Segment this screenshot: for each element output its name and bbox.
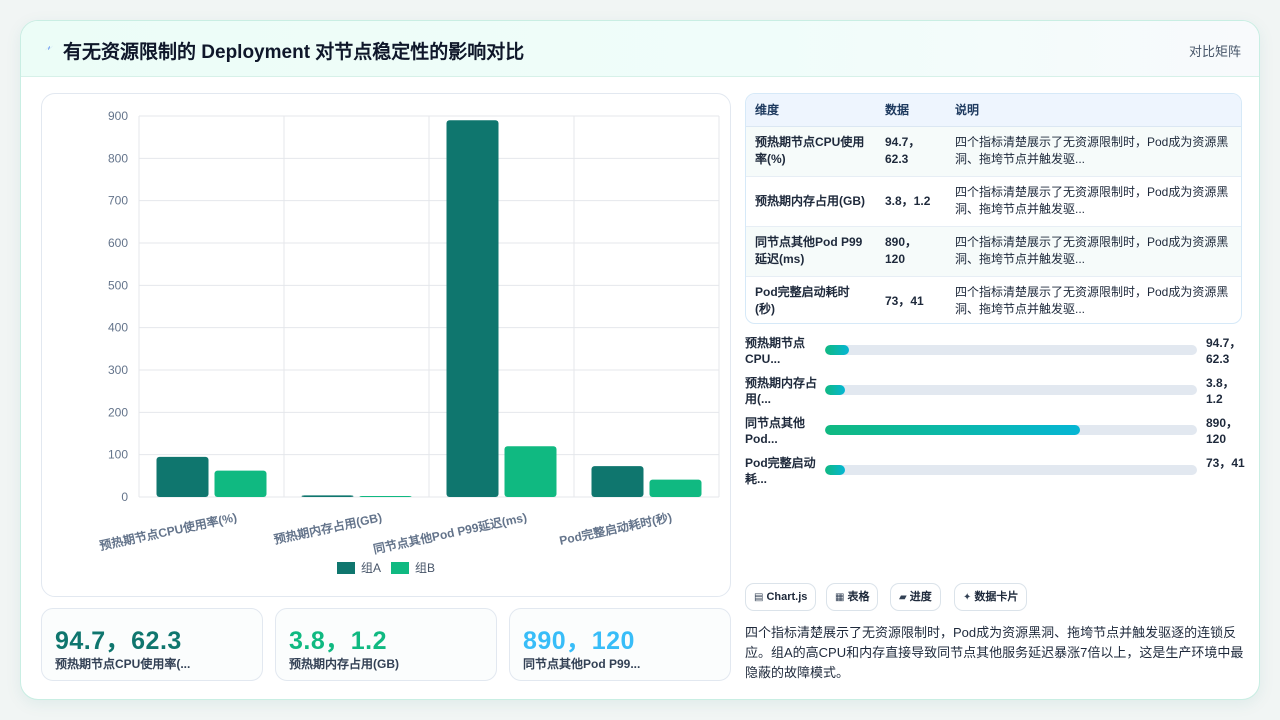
- main-card: 有无资源限制的 Deployment 对节点稳定性的影响对比 对比矩阵 900 8…: [20, 20, 1260, 700]
- x-tick-label: 预热期内存占用(GB): [272, 509, 383, 547]
- progress-item: 同节点其他Pod... 890，120: [745, 413, 1245, 449]
- kpi-card-cpu: 94.7，62.3 预热期节点CPU使用率(...: [41, 608, 263, 681]
- table-cell-description: 四个指标清楚展示了无资源限制时，Pod成为资源黑洞、拖垮节点并触发驱...: [955, 285, 1229, 317]
- bar: [504, 446, 557, 497]
- bar-chart-panel: 900 800 700 600 500 400 300 200 100 0 预热期节点CPU使用率(…: [41, 93, 731, 597]
- bar: [446, 120, 499, 497]
- bar-chart: 900 800 700 600 500 400 300 200 100 0 预热期节点CPU使用率(…: [98, 109, 720, 575]
- kpi-value: 890，120: [523, 627, 635, 655]
- legend-swatch: [391, 562, 409, 574]
- progress-item: 预热期内存占用(... 3.8，1.2: [745, 373, 1245, 409]
- summary-text: 四个指标清楚展示了无资源限制时，Pod成为资源黑洞、拖垮节点并触发驱逐的连锁反应…: [745, 625, 1244, 680]
- lightning-icon: [44, 45, 54, 51]
- comparison-table: 维度 数据 说明 预热期节点CPU使用率(%) 94.7，62.3 四个指标清楚…: [745, 93, 1242, 324]
- progress-track: [825, 465, 1197, 475]
- progress-track: [825, 425, 1197, 435]
- bar: [591, 466, 644, 497]
- kpi-card-memory: 3.8，1.2 预热期内存占用(GB): [275, 608, 497, 681]
- progress-value: 3.8，1.2: [1206, 376, 1235, 406]
- progress-label: 同节点其他Pod...: [745, 416, 806, 446]
- progress-item: Pod完整启动耗... 73，41: [745, 453, 1245, 489]
- chip-table[interactable]: ▦ 表格: [826, 583, 879, 611]
- table-cell-description: 四个指标清楚展示了无资源限制时，Pod成为资源黑洞、拖垮节点并触发驱...: [946, 176, 1241, 227]
- chip-data-card[interactable]: ✦ 数据卡片: [954, 583, 1028, 611]
- progress-fill: [825, 465, 846, 475]
- page-title: 有无资源限制的 Deployment 对节点稳定性的影响对比: [63, 42, 525, 63]
- y-tick-label: 200: [108, 405, 128, 419]
- table-cell-dimension: 预热期内存占用(GB): [746, 176, 876, 227]
- kpi-label: 预热期节点CPU使用率(...: [55, 657, 191, 671]
- chip-label: 进度: [909, 591, 932, 603]
- progress-value: 73，41: [1206, 456, 1245, 470]
- y-tick-label: 500: [108, 278, 128, 292]
- bar: [649, 479, 702, 497]
- y-tick-label: 400: [108, 321, 128, 335]
- table-cell-dimension: 预热期节点CPU使用率(%): [746, 126, 876, 177]
- y-tick-label: 800: [108, 151, 128, 165]
- chip-chartjs[interactable]: ▤ Chart.js: [745, 583, 817, 611]
- progress-fill: [825, 385, 846, 395]
- progress-value: 94.7，62.3: [1206, 336, 1242, 366]
- bar: [156, 456, 209, 497]
- legend-label: 组A: [361, 561, 381, 575]
- table-row: 预热期节点CPU使用率(%) 94.7，62.3 四个指标清楚展示了无资源限制时…: [746, 126, 1241, 177]
- chip-label: 数据卡片: [974, 591, 1019, 603]
- kpi-value: 94.7，62.3: [55, 627, 182, 655]
- kpi-value: 3.8，1.2: [289, 627, 388, 655]
- progress-track: [825, 385, 1197, 395]
- progress-label: Pod完整启动耗...: [745, 456, 816, 486]
- table-cell-description: 四个指标清楚展示了无资源限制时，Pod成为资源黑洞、拖垮节点并触发驱...: [946, 126, 1241, 177]
- chart-icon: ▤: [754, 592, 764, 603]
- bar: [214, 470, 267, 497]
- table-cell-data: 73，41: [885, 293, 924, 308]
- table-row: 预热期内存占用(GB) 3.8，1.2 四个指标清楚展示了无资源限制时，Pod成…: [746, 176, 1241, 227]
- x-tick-label: Pod完整启动耗时(秒): [558, 509, 673, 548]
- table-header-row: 维度 数据 说明: [746, 94, 1241, 127]
- y-tick-label: 0: [121, 490, 128, 504]
- x-tick-label: 同节点其他Pod P99延迟(ms): [372, 509, 528, 556]
- y-tick-label: 600: [108, 236, 128, 250]
- table-cell-description: 四个指标清楚展示了无资源限制时，Pod成为资源黑洞、拖垮节点并触发驱...: [946, 226, 1241, 277]
- y-tick-label: 100: [108, 448, 128, 462]
- progress-fill: [825, 425, 1080, 435]
- table-cell-data: 94.7，62.3: [876, 126, 946, 177]
- progress-label: 预热期节点CPU...: [745, 336, 806, 366]
- legend-swatch: [337, 562, 355, 574]
- progress-label: 预热期内存占用(...: [745, 376, 818, 406]
- chip-label: Chart.js: [766, 591, 808, 603]
- table-cell-dimension: 同节点其他Pod P99延迟(ms): [746, 226, 876, 277]
- column-header: 说明: [946, 94, 1241, 127]
- progress-icon: ▰: [899, 592, 907, 603]
- column-header: 数据: [876, 94, 946, 127]
- column-header: 维度: [746, 94, 876, 127]
- progress-fill: [825, 345, 850, 355]
- table-row: Pod完整启动耗时(秒) 73，41 四个指标清楚展示了无资源限制时，Pod成为…: [746, 276, 1241, 323]
- kpi-label: 同节点其他Pod P99...: [523, 657, 641, 671]
- chip-label: 表格: [847, 591, 870, 603]
- table-icon: ▦: [835, 592, 845, 603]
- legend-label: 组B: [415, 561, 435, 575]
- progress-list: 预热期节点CPU... 94.7，62.3 预热期内存占用(... 3.8，1.…: [745, 333, 1245, 493]
- x-tick-label: 预热期节点CPU使用率(%): [98, 509, 238, 553]
- progress-value: 890，120: [1206, 416, 1239, 446]
- progress-track: [825, 345, 1197, 355]
- table-row: 同节点其他Pod P99延迟(ms) 890，120 四个指标清楚展示了无资源限…: [746, 226, 1241, 277]
- compare-matrix-link[interactable]: 对比矩阵: [1188, 44, 1241, 59]
- table-cell-data: 3.8，1.2: [876, 176, 946, 227]
- kpi-label: 预热期内存占用(GB): [289, 657, 399, 671]
- bar: [359, 496, 412, 497]
- bar: [301, 495, 354, 497]
- sparkle-icon: ✦: [963, 592, 972, 603]
- y-tick-label: 900: [108, 109, 128, 123]
- table-cell-data: 890，120: [876, 226, 946, 277]
- kpi-card-latency: 890，120 同节点其他Pod P99...: [509, 608, 731, 681]
- y-tick-label: 300: [108, 363, 128, 377]
- progress-item: 预热期节点CPU... 94.7，62.3: [745, 333, 1245, 369]
- table-cell-dimension: Pod完整启动耗时(秒): [755, 285, 850, 317]
- chip-progress[interactable]: ▰ 进度: [890, 583, 941, 611]
- y-tick-label: 700: [108, 194, 128, 208]
- header: 有无资源限制的 Deployment 对节点稳定性的影响对比 对比矩阵: [21, 21, 1259, 77]
